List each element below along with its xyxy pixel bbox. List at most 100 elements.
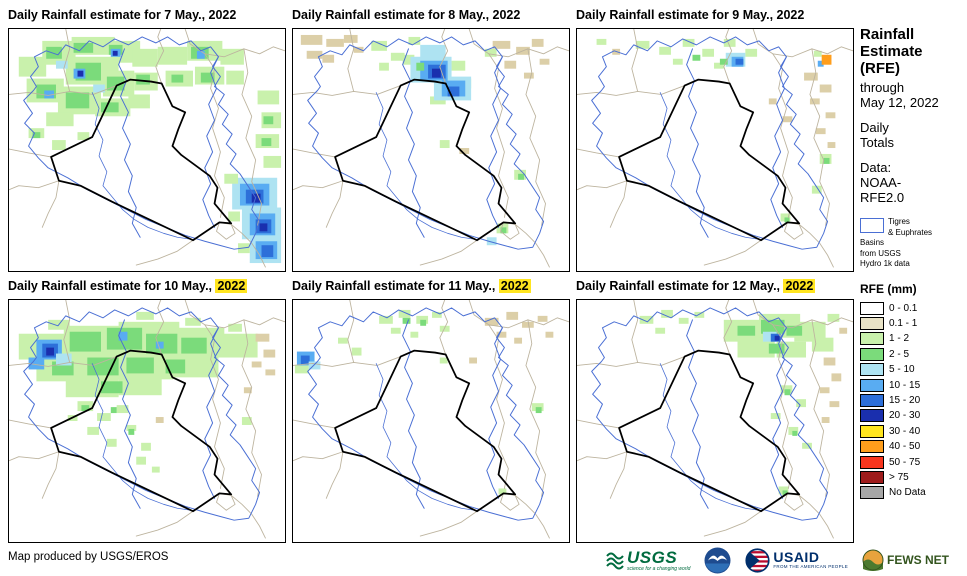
legend-label: 15 - 20 — [889, 395, 921, 407]
legend-label: 50 - 75 — [889, 456, 921, 468]
rainfall-pixels — [294, 309, 554, 495]
legend-label: 2 - 5 — [889, 348, 910, 360]
map-title-text: Daily Rainfall estimate for 12 May., — [576, 279, 784, 293]
rainfall-map-image — [9, 300, 285, 542]
fewsnet-logo: FEWS NET — [862, 549, 949, 571]
legend-label: No Data — [889, 487, 926, 499]
map-title-text: Daily Rainfall estimate for 11 May., — [292, 279, 499, 293]
sheet-through-date: May 12, 2022 — [860, 95, 939, 110]
map-title-text: Daily Rainfall estimate for 7 May., — [8, 8, 209, 22]
legend-swatch — [860, 332, 884, 346]
rainfall-map-image — [9, 29, 285, 271]
usgs-tagline: science for a changing world — [627, 565, 691, 572]
legend-label: 0 - 0.1 — [889, 302, 918, 314]
legend-title: RFE (mm) — [860, 281, 917, 296]
map-title-text: Daily Rainfall estimate for 8 May., — [292, 8, 493, 22]
legend-swatch — [860, 486, 884, 500]
rainfall-map-image — [577, 300, 853, 542]
legend-row: 0.1 - 1 — [860, 316, 962, 331]
rainfall-map-image — [293, 29, 569, 271]
map-panel-4: Daily Rainfall estimate for 10 May., 202… — [8, 277, 286, 543]
rainfall-map — [576, 28, 854, 272]
legend-swatch — [860, 317, 884, 331]
fewsnet-globe-icon — [862, 549, 884, 571]
usgs-logo: USGS science for a changing world — [606, 549, 690, 572]
legend-row: 20 - 30 — [860, 408, 962, 423]
usaid-logo: USAID FROM THE AMERICAN PEOPLE — [745, 547, 849, 573]
map-title: Daily Rainfall estimate for 9 May., 2022 — [576, 6, 854, 24]
fewsnet-wordmark: FEWS NET — [887, 553, 950, 567]
legend-swatch — [860, 378, 884, 392]
rainfall-map-image — [293, 300, 569, 542]
legend-label: 5 - 10 — [889, 364, 915, 376]
rainfall-pixels — [639, 309, 848, 496]
data-source-label: Data: NOAA- RFE2.0 — [860, 160, 905, 205]
legend-label: 20 - 30 — [889, 410, 921, 422]
map-title: Daily Rainfall estimate for 7 May., 2022 — [8, 6, 286, 24]
map-panel-1: Daily Rainfall estimate for 7 May., 2022 — [8, 6, 286, 272]
sheet-title: Rainfall Estimate (RFE) — [860, 26, 923, 77]
legend-row: No Data — [860, 485, 962, 500]
legend-row: 10 - 15 — [860, 377, 962, 392]
legend-swatch — [860, 440, 884, 454]
legend-row: 30 - 40 — [860, 424, 962, 439]
legend-sidebar: Rainfall Estimate (RFE) through May 12, … — [860, 26, 962, 501]
map-title: Daily Rainfall estimate for 10 May., 202… — [8, 277, 286, 295]
usgs-waves-icon — [606, 552, 624, 570]
legend-row: 15 - 20 — [860, 393, 962, 408]
legend-label: 0.1 - 1 — [889, 318, 918, 330]
rainfall-pixels — [18, 36, 282, 264]
legend-swatch — [860, 470, 884, 484]
legend-label: > 75 — [889, 471, 909, 483]
legend-swatch — [860, 363, 884, 377]
rainfall-map — [292, 299, 570, 543]
map-title-year: 2022 — [498, 279, 531, 293]
map-title: Daily Rainfall estimate for 12 May., 202… — [576, 277, 854, 295]
map-title-year: 2022 — [215, 279, 248, 293]
noaa-seal-icon — [704, 547, 731, 573]
map-grid: Daily Rainfall estimate for 7 May., 2022 — [8, 6, 854, 543]
usaid-tagline: FROM THE AMERICAN PEOPLE — [773, 564, 849, 570]
map-credit: Map produced by USGS/EROS — [8, 551, 169, 563]
map-title-year: 2022 — [208, 8, 237, 22]
map-panel-6: Daily Rainfall estimate for 12 May., 202… — [576, 277, 854, 543]
usaid-wordmark: USAID — [773, 549, 820, 566]
legend-row: 40 - 50 — [860, 439, 962, 454]
agency-logos: USGS science for a changing world — [606, 545, 949, 575]
usaid-seal-icon — [745, 547, 770, 573]
map-panel-3: Daily Rainfall estimate for 9 May., 2022 — [576, 6, 854, 272]
legend-row: 2 - 5 — [860, 347, 962, 362]
rainfall-pixels — [596, 38, 836, 223]
map-panel-5: Daily Rainfall estimate for 11 May., 202… — [292, 277, 570, 543]
map-title-year: 2022 — [776, 8, 805, 22]
legend-label: 10 - 15 — [889, 379, 921, 391]
map-title-year: 2022 — [783, 279, 816, 293]
rainfall-map — [8, 299, 286, 543]
legend-label: 30 - 40 — [889, 425, 921, 437]
daily-totals-label: Daily Totals — [860, 120, 894, 150]
legend-label: 40 - 50 — [889, 441, 921, 453]
legend-row: 5 - 10 — [860, 362, 962, 377]
rainfall-map-image — [577, 29, 853, 271]
map-panel-2: Daily Rainfall estimate for 8 May., 2022 — [292, 6, 570, 272]
map-title: Daily Rainfall estimate for 8 May., 2022 — [292, 6, 570, 24]
legend-row: 50 - 75 — [860, 454, 962, 469]
legend-row: 1 - 2 — [860, 331, 962, 346]
legend-swatch — [860, 455, 884, 469]
map-title: Daily Rainfall estimate for 11 May., 202… — [292, 277, 570, 295]
map-title-year: 2022 — [492, 8, 521, 22]
legend-swatch — [860, 301, 884, 315]
map-title-text: Daily Rainfall estimate for 10 May., — [8, 279, 216, 293]
rainfall-map — [576, 299, 854, 543]
legend-swatch — [860, 394, 884, 408]
rainfall-map — [8, 28, 286, 272]
basin-key: Tigres & Euphrates Basins from USGS Hydr… — [860, 217, 962, 270]
rainfall-map — [292, 28, 570, 272]
legend-row: 0 - 0.1 — [860, 301, 962, 316]
legend-label: 1 - 2 — [889, 333, 910, 345]
legend-swatch — [860, 409, 884, 423]
legend: 0 - 0.1 0.1 - 1 1 - 2 2 - 5 5 - 10 10 - … — [860, 301, 962, 501]
noaa-logo — [704, 547, 731, 574]
usgs-wordmark: USGS — [627, 547, 678, 567]
